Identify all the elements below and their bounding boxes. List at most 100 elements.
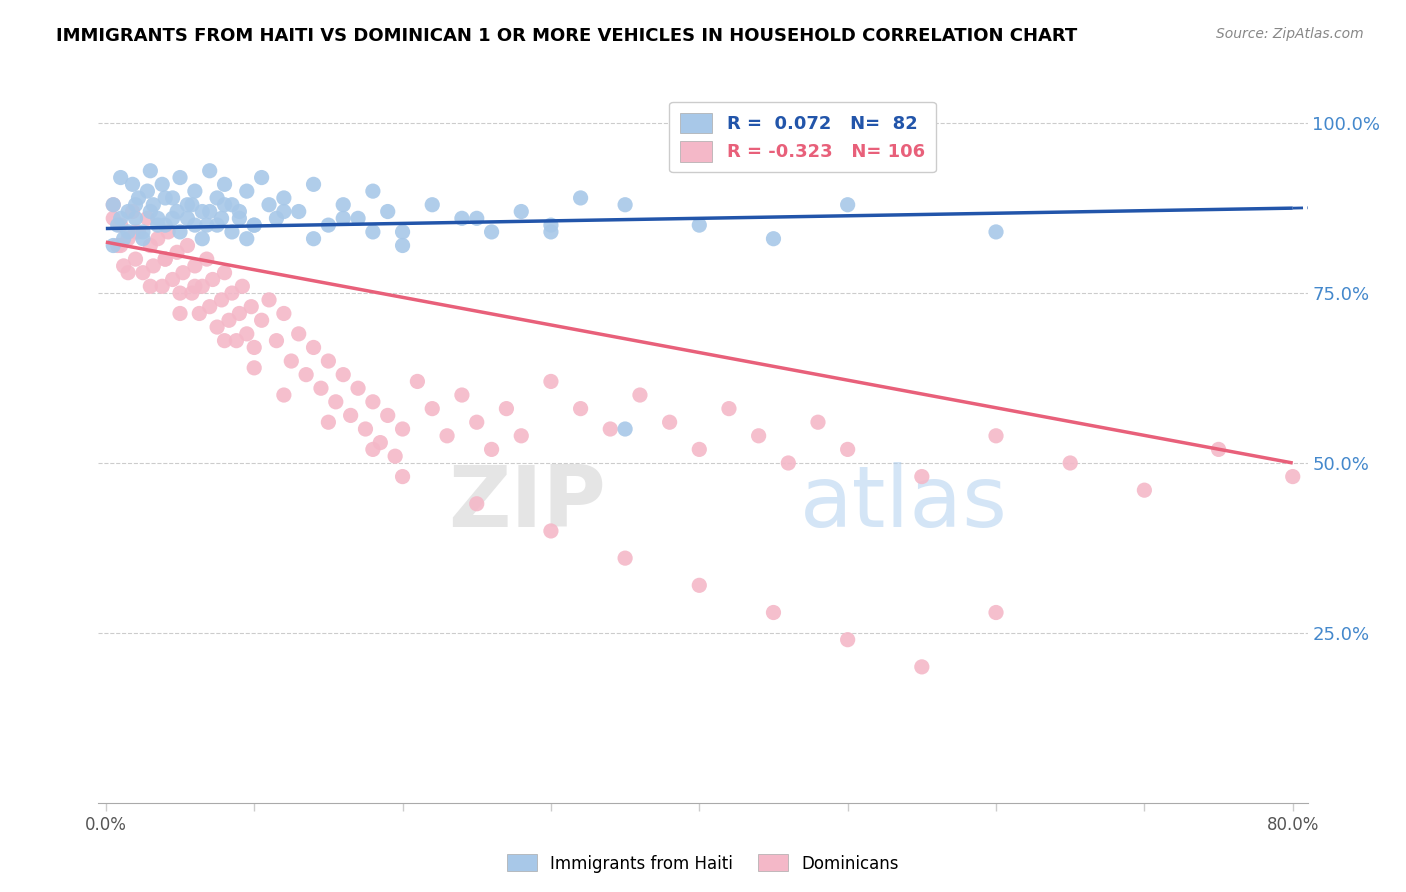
Point	[347, 211, 370, 226]
Point	[198, 204, 221, 219]
Point	[117, 204, 139, 219]
Point	[103, 198, 125, 212]
Point	[807, 415, 830, 429]
Point	[762, 232, 785, 246]
Point	[837, 632, 859, 647]
Point	[614, 198, 637, 212]
Point	[110, 238, 132, 252]
Point	[368, 435, 391, 450]
Point	[540, 218, 562, 232]
Point	[172, 266, 194, 280]
Point	[451, 388, 474, 402]
Point	[266, 211, 288, 226]
Point	[191, 279, 214, 293]
Point	[180, 286, 202, 301]
Point	[302, 341, 325, 355]
Point	[110, 170, 132, 185]
Point	[420, 401, 443, 416]
Point	[142, 259, 165, 273]
Point	[540, 375, 562, 389]
Point	[188, 306, 211, 320]
Point	[325, 394, 347, 409]
Point	[110, 218, 132, 232]
Point	[228, 204, 250, 219]
Point	[309, 381, 332, 395]
Point	[205, 191, 228, 205]
Point	[984, 225, 1007, 239]
Text: atlas: atlas	[800, 461, 1008, 545]
Point	[465, 497, 488, 511]
Point	[280, 354, 302, 368]
Point	[243, 341, 266, 355]
Point	[236, 232, 259, 246]
Point	[451, 211, 474, 226]
Point	[599, 422, 621, 436]
Point	[273, 306, 295, 320]
Point	[384, 449, 406, 463]
Point	[132, 232, 155, 246]
Point	[127, 225, 149, 239]
Point	[150, 178, 173, 192]
Point	[117, 232, 139, 246]
Point	[361, 225, 384, 239]
Point	[257, 293, 280, 307]
Point	[166, 245, 188, 260]
Point	[236, 184, 259, 198]
Point	[103, 198, 125, 212]
Point	[837, 442, 859, 457]
Point	[169, 306, 191, 320]
Point	[198, 163, 221, 178]
Point	[103, 211, 125, 226]
Point	[112, 232, 135, 246]
Point	[176, 238, 198, 252]
Point	[361, 184, 384, 198]
Point	[124, 211, 146, 226]
Point	[266, 334, 288, 348]
Point	[540, 524, 562, 538]
Point	[354, 422, 377, 436]
Point	[339, 409, 361, 423]
Point	[614, 551, 637, 566]
Text: ZIP: ZIP	[449, 461, 606, 545]
Point	[117, 266, 139, 280]
Point	[510, 204, 533, 219]
Point	[195, 252, 218, 266]
Point	[377, 409, 399, 423]
Point	[748, 429, 770, 443]
Point	[984, 606, 1007, 620]
Point	[211, 211, 233, 226]
Point	[195, 218, 218, 232]
Point	[214, 334, 236, 348]
Point	[121, 178, 143, 192]
Point	[228, 306, 250, 320]
Point	[436, 429, 458, 443]
Point	[302, 232, 325, 246]
Point	[205, 320, 228, 334]
Point	[287, 326, 309, 341]
Point	[107, 218, 129, 232]
Point	[495, 401, 517, 416]
Point	[318, 218, 340, 232]
Point	[318, 415, 340, 429]
Point	[139, 238, 162, 252]
Point	[211, 293, 233, 307]
Point	[139, 279, 162, 293]
Point	[481, 442, 503, 457]
Point	[107, 238, 129, 252]
Point	[184, 184, 207, 198]
Point	[658, 415, 681, 429]
Point	[184, 218, 207, 232]
Legend: Immigrants from Haiti, Dominicans: Immigrants from Haiti, Dominicans	[501, 847, 905, 880]
Point	[184, 259, 207, 273]
Point	[169, 225, 191, 239]
Text: IMMIGRANTS FROM HAITI VS DOMINICAN 1 OR MORE VEHICLES IN HOUSEHOLD CORRELATION C: IMMIGRANTS FROM HAITI VS DOMINICAN 1 OR …	[56, 27, 1077, 45]
Point	[214, 198, 236, 212]
Point	[225, 334, 247, 348]
Point	[614, 422, 637, 436]
Point	[153, 252, 176, 266]
Point	[688, 218, 710, 232]
Point	[132, 225, 155, 239]
Point	[205, 218, 228, 232]
Point	[837, 198, 859, 212]
Point	[117, 225, 139, 239]
